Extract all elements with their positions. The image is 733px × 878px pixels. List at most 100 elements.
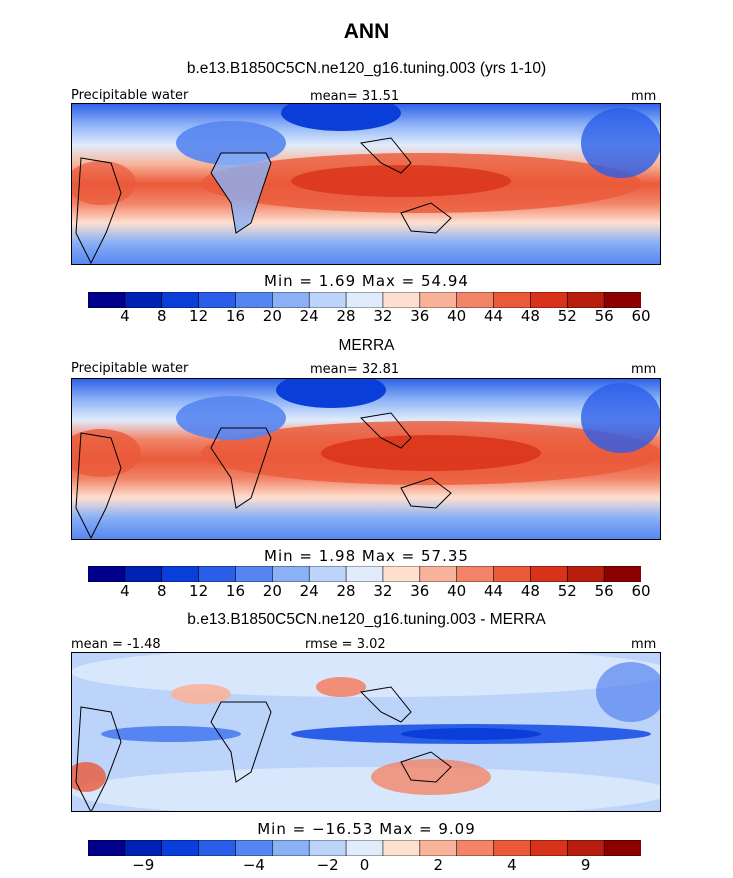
colorbar-tick-label: 9 — [580, 856, 591, 874]
colorbar-tick-label: −4 — [242, 856, 265, 874]
colorbar-swatch — [603, 840, 641, 856]
colorbar-tick-label: 48 — [520, 307, 540, 325]
panel-2-map — [71, 378, 661, 540]
colorbar-swatch — [308, 566, 347, 582]
colorbar-tick-label: 2 — [433, 856, 443, 874]
colorbar-tick-label: 32 — [373, 582, 393, 600]
colorbar-swatch — [419, 840, 458, 856]
colorbar-tick-label: 52 — [557, 582, 577, 600]
panel-2-units-label: mm — [631, 362, 657, 377]
colorbar-tick-label: 16 — [225, 307, 245, 325]
colorbar-swatch — [530, 840, 569, 856]
colorbar-swatch — [456, 292, 495, 308]
colorbar-tick-label: 28 — [336, 582, 356, 600]
colorbar-swatch — [198, 840, 237, 856]
colorbar-swatch — [235, 292, 274, 308]
panel-1-title: b.e13.B1850C5CN.ne120_g16.tuning.003 (yr… — [186, 60, 547, 77]
colorbar-tick-label: 16 — [225, 582, 245, 600]
colorbar-swatch — [88, 566, 126, 582]
main-title: ANN — [343, 20, 390, 43]
colorbar-swatch — [272, 566, 311, 582]
colorbar-tick-label: 60 — [631, 582, 651, 600]
panel-1-mean-label: mean= 31.51 — [310, 89, 400, 104]
panel-1-units-label: mm — [631, 89, 657, 104]
colorbar-tick-label: 20 — [262, 582, 282, 600]
colorbar-tick-label: 4 — [120, 582, 130, 600]
colorbar-swatch — [493, 840, 532, 856]
panel-3-colorbar — [88, 840, 641, 856]
colorbar-swatch — [419, 566, 458, 582]
colorbar-swatch — [493, 292, 532, 308]
colorbar-tick-label: 8 — [156, 307, 167, 325]
panel-3-map — [71, 652, 661, 812]
colorbar-swatch — [124, 292, 163, 308]
colorbar-swatch — [566, 292, 605, 308]
colorbar-swatch — [603, 292, 641, 308]
colorbar-swatch — [382, 292, 421, 308]
colorbar-swatch — [272, 840, 311, 856]
panel-2-mean-label: mean= 32.81 — [310, 362, 400, 377]
colorbar-tick-label: 8 — [156, 582, 167, 600]
colorbar-tick-label: 12 — [189, 307, 209, 325]
colorbar-tick-label: 44 — [483, 582, 504, 600]
panel-3-minmax: Min = −16.53 Max = 9.09 — [257, 820, 476, 838]
colorbar-swatch — [308, 840, 347, 856]
colorbar-swatch — [566, 566, 605, 582]
colorbar-swatch — [456, 566, 495, 582]
colorbar-tick-label: 32 — [373, 307, 393, 325]
colorbar-tick-label: 0 — [359, 856, 370, 874]
colorbar-swatch — [235, 566, 274, 582]
colorbar-swatch — [566, 840, 605, 856]
colorbar-swatch — [235, 840, 274, 856]
colorbar-tick-label: 60 — [631, 307, 651, 325]
colorbar-swatch — [198, 566, 237, 582]
colorbar-tick-label: 48 — [520, 582, 540, 600]
colorbar-swatch — [272, 292, 311, 308]
colorbar-tick-label: −9 — [132, 856, 155, 874]
colorbar-tick-label: 40 — [447, 307, 467, 325]
colorbar-tick-label: 36 — [410, 307, 430, 325]
colorbar-swatch — [161, 292, 200, 308]
panel-1-colorbar — [88, 292, 641, 308]
panel-1-map — [71, 103, 661, 265]
panel-2-minmax: Min = 1.98 Max = 57.35 — [264, 547, 469, 565]
panel-1-minmax: Min = 1.69 Max = 54.94 — [264, 272, 469, 290]
colorbar-swatch — [530, 292, 569, 308]
colorbar-tick-label: 56 — [594, 307, 614, 325]
colorbar-tick-label: 52 — [557, 307, 577, 325]
colorbar-swatch — [419, 292, 458, 308]
colorbar-tick-label: 20 — [262, 307, 282, 325]
panel-3-title: b.e13.B1850C5CN.ne120_g16.tuning.003 - M… — [187, 611, 546, 628]
colorbar-tick-label: 24 — [299, 582, 319, 600]
colorbar-swatch — [603, 566, 641, 582]
colorbar-swatch — [530, 566, 569, 582]
colorbar-tick-label: 4 — [507, 856, 517, 874]
colorbar-swatch — [161, 840, 200, 856]
colorbar-swatch — [88, 840, 126, 856]
colorbar-tick-label: 28 — [336, 307, 356, 325]
colorbar-swatch — [382, 840, 421, 856]
colorbar-tick-label: −2 — [316, 856, 339, 874]
colorbar-swatch — [493, 566, 532, 582]
colorbar-swatch — [124, 566, 163, 582]
colorbar-tick-label: 40 — [447, 582, 467, 600]
colorbar-swatch — [345, 292, 384, 308]
panel-3-units-label: mm — [631, 637, 657, 652]
colorbar-tick-label: 12 — [189, 582, 209, 600]
colorbar-swatch — [382, 566, 421, 582]
colorbar-swatch — [345, 840, 384, 856]
colorbar-swatch — [198, 292, 237, 308]
panel-2-colorbar — [88, 566, 641, 582]
colorbar-tick-label: 44 — [483, 307, 504, 325]
panel-3-rmse-label: rmse = 3.02 — [305, 637, 386, 652]
panel-1-variable-label: Precipitable water — [71, 88, 189, 103]
colorbar-swatch — [88, 292, 126, 308]
colorbar-swatch — [456, 840, 495, 856]
panel-2-variable-label: Precipitable water — [71, 361, 189, 376]
colorbar-swatch — [345, 566, 384, 582]
colorbar-tick-label: 36 — [410, 582, 430, 600]
colorbar-tick-label: 24 — [299, 307, 319, 325]
colorbar-swatch — [308, 292, 347, 308]
panel-3-mean-label: mean = -1.48 — [71, 637, 161, 652]
colorbar-swatch — [161, 566, 200, 582]
